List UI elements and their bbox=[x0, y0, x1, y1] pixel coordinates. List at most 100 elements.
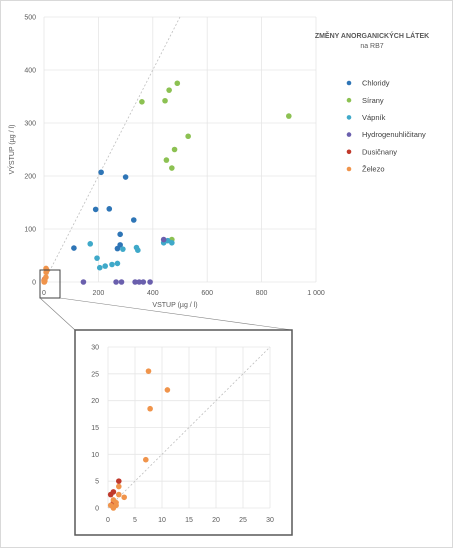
legend-marker bbox=[346, 97, 352, 103]
inset-x-tick-label: 10 bbox=[158, 517, 166, 524]
legend-label: Chloridy bbox=[362, 79, 390, 88]
legend-label: Hydrogenuhličitany bbox=[362, 130, 426, 139]
data-point-chloridy bbox=[71, 245, 77, 251]
data-point-s-rany bbox=[174, 80, 181, 87]
inset-tick-labels: 00 5 5 10 10 15 15 20 20 25 25 30 30 bbox=[91, 345, 274, 525]
y-tick-label: 200 bbox=[24, 174, 36, 181]
data-point-s-rany bbox=[286, 113, 292, 119]
data-point-chloridy bbox=[122, 174, 129, 180]
data-point-hydrogenuhli-itany bbox=[118, 279, 125, 285]
legend-label: Vápník bbox=[362, 113, 386, 122]
inset-x-tick-label: 0 bbox=[106, 517, 110, 524]
legend-marker bbox=[346, 132, 352, 137]
inset-x-tick-label: 25 bbox=[239, 517, 247, 524]
inset-data-point-dusi-nany bbox=[116, 478, 122, 484]
y-tick-label: 500 bbox=[24, 15, 36, 22]
inset-data-point--elezo bbox=[110, 505, 117, 511]
data-point-s-rany bbox=[163, 157, 170, 163]
legend-marker bbox=[346, 80, 352, 86]
data-point-chloridy bbox=[98, 169, 104, 176]
data-point-hydrogenuhli-itany bbox=[140, 279, 147, 285]
inset-y-tick-label: 15 bbox=[91, 425, 99, 432]
data-point-s-rany bbox=[166, 87, 172, 93]
inset-x-tick-label: 30 bbox=[266, 517, 274, 524]
data-point-v-pn-k bbox=[102, 263, 108, 269]
data-point-chloridy bbox=[114, 245, 121, 252]
y-axis-title: VÝSTUP (µg / l) bbox=[7, 125, 16, 175]
data-point-v-pn-k bbox=[96, 264, 103, 271]
data-point--elezo bbox=[43, 269, 49, 275]
legend-marker bbox=[346, 166, 352, 172]
data-point-chloridy bbox=[130, 217, 137, 223]
data-point-hydrogenuhli-itany bbox=[132, 279, 138, 285]
legend: Chloridy Sírany Vápník Hydrogenuhličitany Du… bbox=[346, 79, 426, 174]
legend-label: Železo bbox=[362, 165, 385, 174]
inset-x-tick-label: 5 bbox=[133, 517, 137, 524]
inset-gridlines bbox=[107, 346, 271, 509]
inset-data-point--elezo bbox=[143, 456, 149, 463]
inset-data-points bbox=[107, 368, 171, 511]
data-point-v-pn-k bbox=[120, 246, 126, 252]
x-axis-title: VSTUP (µg / l) bbox=[152, 302, 197, 309]
x-tick-label: 400 bbox=[147, 290, 159, 297]
zoom-connector-left bbox=[39, 297, 76, 331]
chart-title: ZMĚNY ANORGANICKÝCH LÁTEK bbox=[315, 31, 429, 40]
data-point-v-pn-k bbox=[87, 241, 94, 247]
main-data-points bbox=[41, 80, 292, 285]
data-point-s-rany bbox=[171, 146, 178, 153]
data-point-chloridy bbox=[117, 231, 123, 238]
y-tick-label: 400 bbox=[24, 68, 36, 75]
y-tick-label: 0 bbox=[32, 280, 36, 287]
inset-data-point--elezo bbox=[145, 368, 152, 374]
data-point--elezo bbox=[41, 278, 48, 285]
data-point-chloridy bbox=[106, 206, 113, 212]
x-tick-label: 800 bbox=[256, 290, 268, 297]
zoom-selection-box bbox=[39, 269, 61, 299]
data-point-s-rany bbox=[169, 165, 175, 171]
inset-data-point--elezo bbox=[147, 405, 153, 412]
data-point-chloridy bbox=[92, 206, 99, 213]
data-point-v-pn-k bbox=[94, 255, 100, 261]
x-tick-label: 0 bbox=[42, 290, 46, 297]
x-tick-label: 600 bbox=[201, 290, 213, 297]
inset-y-tick-label: 5 bbox=[95, 479, 99, 486]
legend-marker bbox=[346, 149, 352, 155]
zoom-connector-right bbox=[59, 297, 293, 331]
data-point-s-rany bbox=[162, 97, 168, 104]
inset-y-tick-label: 20 bbox=[91, 398, 99, 405]
chart-subtitle: na RB7 bbox=[360, 43, 383, 50]
inset-y-tick-label: 10 bbox=[91, 452, 99, 459]
data-point-v-pn-k bbox=[169, 239, 175, 246]
inset-data-point-dusi-nany bbox=[110, 489, 117, 495]
inset-x-tick-label: 15 bbox=[185, 517, 193, 524]
inset-data-point--elezo bbox=[164, 387, 171, 393]
data-point-s-rany bbox=[139, 99, 145, 105]
inset-y-tick-label: 0 bbox=[95, 506, 99, 513]
y-tick-label: 300 bbox=[24, 121, 36, 128]
data-point-v-pn-k bbox=[109, 261, 115, 268]
legend-label: Dusičnany bbox=[362, 147, 397, 156]
inset-frame bbox=[74, 329, 293, 536]
main-gridlines bbox=[43, 16, 317, 283]
data-point-hydrogenuhli-itany bbox=[113, 279, 119, 285]
y-tick-label: 100 bbox=[24, 227, 36, 234]
inset-data-point--elezo bbox=[113, 499, 119, 506]
data-point-v-pn-k bbox=[114, 260, 121, 267]
data-point-hydrogenuhli-itany bbox=[136, 279, 142, 285]
data-point-s-rany bbox=[185, 133, 191, 140]
x-tick-label: 1 000 bbox=[307, 290, 325, 297]
x-tick-label: 200 bbox=[93, 290, 105, 297]
inset-y-tick-label: 25 bbox=[91, 371, 99, 378]
data-point-hydrogenuhli-itany bbox=[80, 279, 87, 285]
legend-label: Sírany bbox=[362, 96, 384, 105]
inset-data-point--elezo bbox=[116, 483, 122, 490]
main-tick-labels: 0 200 400 600 800 1 000 0 100 200 300 400 500 bbox=[24, 15, 325, 298]
data-point-hydrogenuhli-itany bbox=[147, 279, 153, 285]
inset-y-tick-label: 30 bbox=[91, 345, 99, 352]
inset-x-tick-label: 20 bbox=[212, 517, 220, 524]
legend-marker bbox=[346, 115, 352, 120]
inset-data-point--elezo bbox=[116, 491, 122, 498]
inset-data-point--elezo bbox=[121, 494, 127, 501]
